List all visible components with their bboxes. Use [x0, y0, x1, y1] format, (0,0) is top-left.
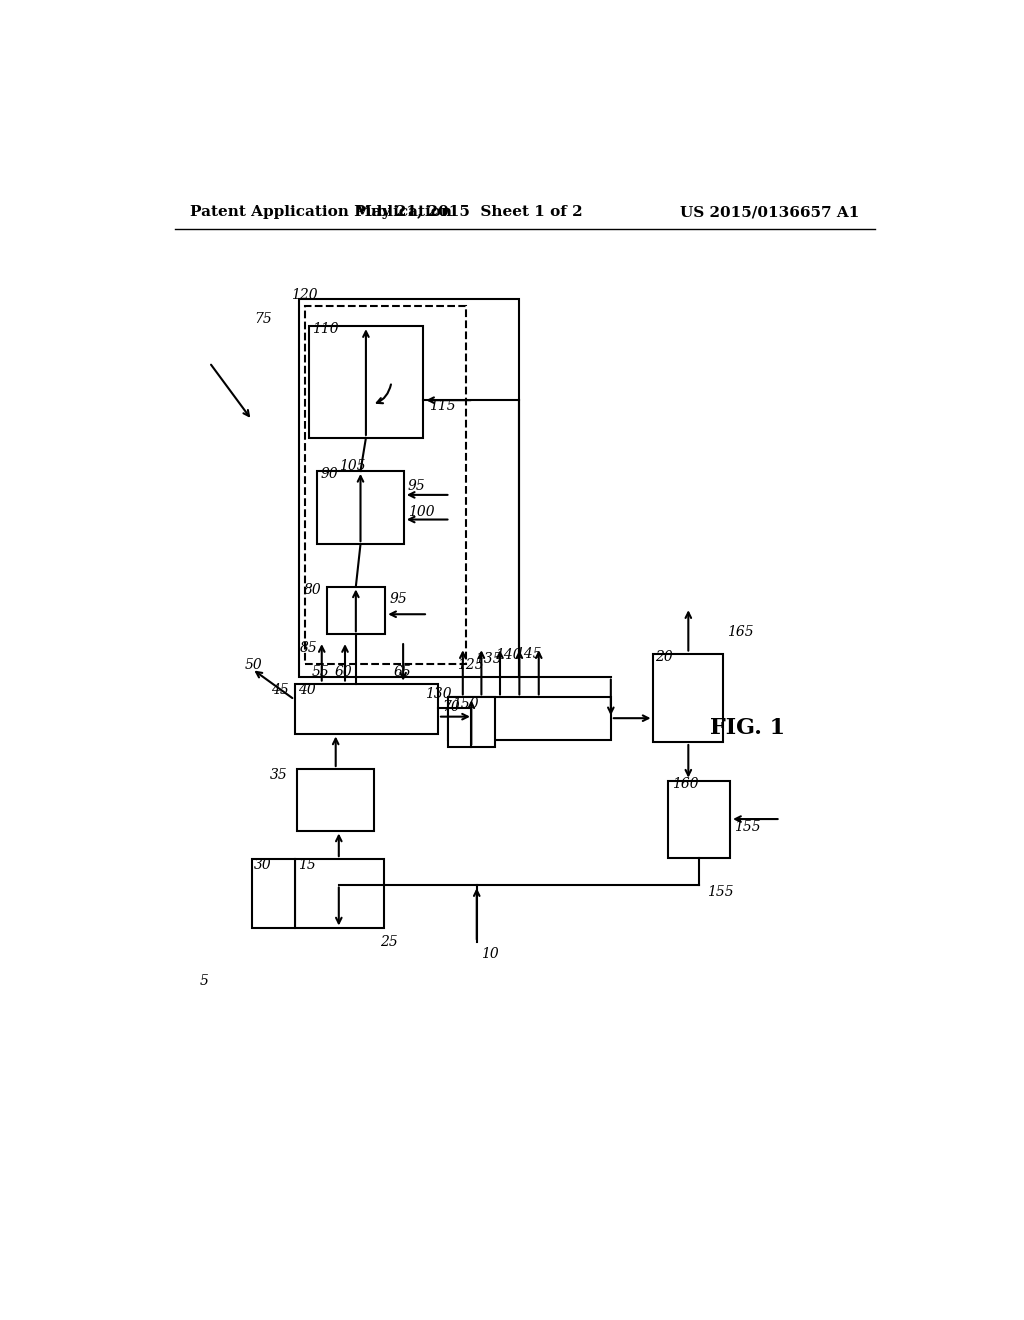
Text: 45: 45: [271, 682, 289, 697]
Bar: [295, 684, 438, 734]
Bar: [295, 859, 384, 928]
Text: 55: 55: [311, 665, 330, 678]
Text: 95: 95: [389, 591, 407, 606]
Text: 120: 120: [291, 288, 317, 302]
Bar: [299, 300, 519, 677]
Text: 100: 100: [408, 504, 434, 519]
Text: 10: 10: [480, 946, 499, 961]
Text: 35: 35: [270, 768, 288, 783]
Text: 90: 90: [321, 467, 338, 480]
Text: 145: 145: [515, 647, 542, 660]
Text: 15: 15: [299, 858, 316, 873]
Text: 85: 85: [300, 642, 317, 655]
Text: 50: 50: [245, 659, 262, 672]
Bar: [252, 859, 295, 928]
Text: 60: 60: [335, 665, 352, 678]
Text: 30: 30: [254, 858, 272, 873]
Text: 70: 70: [442, 701, 460, 714]
Text: 135: 135: [475, 652, 502, 665]
Bar: [653, 653, 723, 742]
Text: 115: 115: [429, 400, 456, 413]
Text: 130: 130: [425, 686, 452, 701]
Text: 155: 155: [734, 820, 761, 834]
Text: 95: 95: [408, 479, 426, 492]
Text: 75: 75: [254, 312, 272, 326]
Text: 140: 140: [496, 648, 522, 663]
Bar: [449, 697, 611, 739]
Bar: [308, 326, 423, 438]
Text: FIG. 1: FIG. 1: [711, 717, 785, 739]
Text: Patent Application Publication: Patent Application Publication: [190, 206, 452, 219]
Text: 125: 125: [458, 659, 484, 672]
Text: 160: 160: [672, 777, 698, 792]
Text: 165: 165: [727, 624, 754, 639]
Text: 25: 25: [380, 936, 397, 949]
Bar: [328, 586, 385, 635]
Text: 40: 40: [299, 682, 316, 697]
Bar: [317, 471, 403, 544]
Bar: [669, 780, 730, 858]
Bar: [297, 770, 375, 830]
Bar: [449, 697, 495, 747]
Text: 155: 155: [707, 886, 733, 899]
Text: 110: 110: [311, 322, 338, 337]
Text: 80: 80: [304, 583, 322, 598]
Text: 20: 20: [655, 651, 673, 664]
Text: 105: 105: [339, 459, 366, 474]
Text: US 2015/0136657 A1: US 2015/0136657 A1: [680, 206, 859, 219]
Text: 5: 5: [200, 974, 208, 987]
Text: May 21, 2015  Sheet 1 of 2: May 21, 2015 Sheet 1 of 2: [355, 206, 583, 219]
Text: 65: 65: [394, 665, 412, 678]
Text: 150: 150: [452, 697, 478, 710]
Bar: [305, 306, 466, 664]
